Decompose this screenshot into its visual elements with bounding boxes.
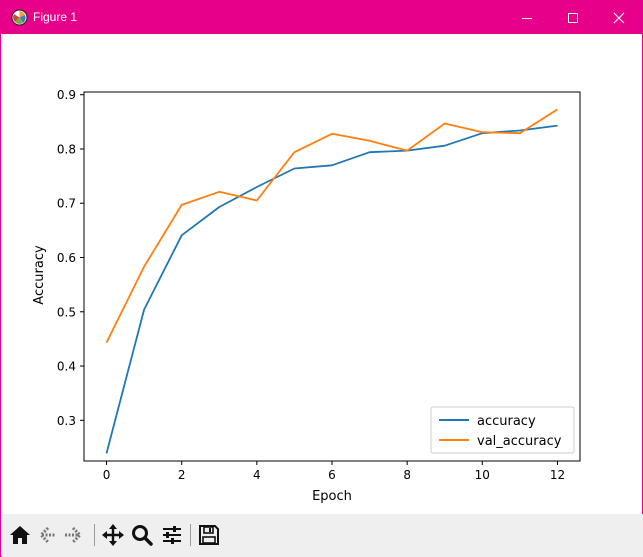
y-tick-label: 0.9 — [57, 88, 76, 102]
y-tick-label: 0.8 — [57, 142, 76, 156]
maximize-button[interactable] — [550, 1, 596, 34]
save-disk-icon — [199, 525, 219, 545]
legend-label-accuracy: accuracy — [477, 414, 536, 429]
maximize-icon — [568, 12, 578, 23]
series-layer — [105, 108, 558, 454]
pan-move-icon — [102, 524, 124, 546]
home-icon — [10, 526, 30, 544]
forward-arrow-icon — [65, 526, 83, 544]
configure-subplots-button[interactable] — [159, 522, 185, 548]
save-button[interactable] — [196, 522, 222, 548]
matplotlib-figure-icon — [11, 9, 28, 26]
x-tick-label: 2 — [178, 468, 186, 482]
series-line-accuracy — [105, 124, 558, 454]
x-tick-label: 12 — [550, 468, 565, 482]
pan-button[interactable] — [100, 522, 126, 548]
configure-subplots-icon — [163, 526, 181, 544]
x-tick-label: 8 — [403, 468, 411, 482]
window-title: Figure 1 — [33, 10, 78, 24]
legend-label-val-accuracy: val_accuracy — [477, 434, 562, 449]
back-button[interactable] — [34, 522, 60, 548]
y-tick-label: 0.7 — [57, 197, 76, 211]
y-tick-label: 0.5 — [57, 305, 76, 319]
back-arrow-icon — [38, 526, 56, 544]
legend: accuracy val_accuracy — [430, 406, 575, 454]
close-button[interactable] — [596, 1, 642, 34]
legend-box — [430, 406, 575, 454]
axes-frame — [83, 91, 581, 462]
minimize-icon — [522, 17, 532, 19]
minimize-button[interactable] — [504, 1, 550, 34]
y-tick-label: 0.3 — [57, 414, 76, 428]
x-tick-label: 4 — [253, 468, 261, 482]
toolbar-separator — [190, 524, 191, 546]
x-tick-label: 0 — [103, 468, 111, 482]
x-tick-label: 10 — [475, 468, 490, 482]
close-icon — [613, 12, 625, 23]
y-tick-label: 0.4 — [57, 360, 76, 374]
forward-button[interactable] — [61, 522, 87, 548]
toolbar-separator — [94, 524, 95, 546]
x-axis-label: Epoch — [312, 489, 352, 504]
zoom-button[interactable] — [129, 522, 155, 548]
zoom-magnifier-icon — [132, 525, 153, 546]
series-line-val-accuracy — [105, 108, 558, 344]
title-bar[interactable]: Figure 1 — [1, 1, 642, 34]
home-button[interactable] — [7, 522, 33, 548]
x-tick-label: 6 — [328, 468, 336, 482]
y-tick-label: 0.6 — [57, 251, 76, 265]
y-axis-label: Accuracy — [32, 245, 47, 305]
y-axis-ticks: 0.3 0.4 0.5 0.6 0.7 0.8 0.9 — [57, 88, 84, 428]
figure-canvas[interactable]: 0 2 4 6 8 10 12 0.3 0.4 0.5 0.6 0.7 0.8 0.9 Epoch Ac… — [3, 35, 641, 513]
x-axis-ticks: 0 2 4 6 8 10 12 — [103, 461, 565, 482]
line-chart: 0 2 4 6 8 10 12 0.3 0.4 0.5 0.6 0.7 0.8 0.9 Epoch Ac… — [32, 88, 581, 504]
navigation-toolbar — [2, 514, 643, 557]
